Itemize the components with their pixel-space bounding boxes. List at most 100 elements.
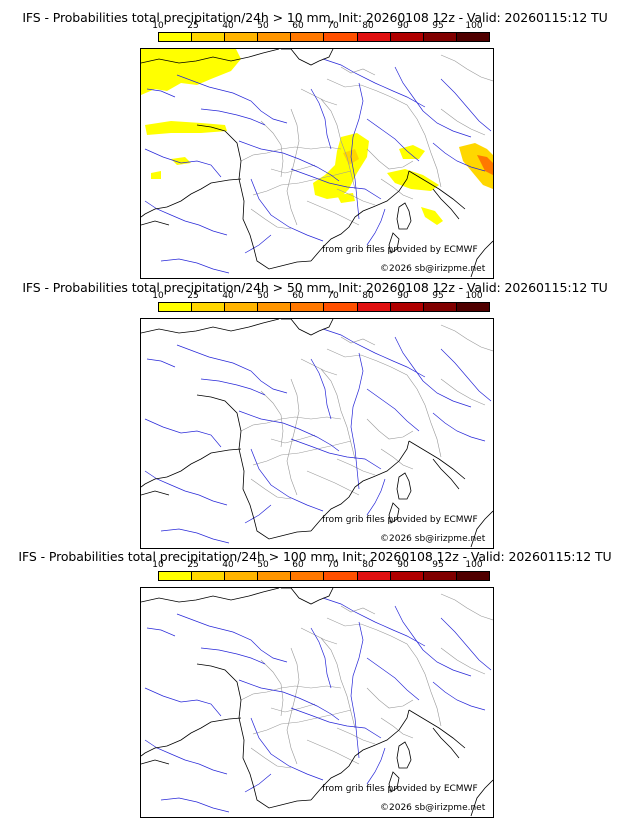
scale-color-swatch xyxy=(390,33,424,41)
panel-title: IFS - Probabilities total precipitation/… xyxy=(22,280,608,295)
river-line xyxy=(176,74,288,124)
admin-border xyxy=(326,617,392,637)
admin-border xyxy=(240,685,342,701)
admin-border xyxy=(260,390,284,448)
scale-tick-label: 70 xyxy=(327,560,339,570)
river-line xyxy=(440,348,492,402)
scale-color-swatch xyxy=(357,303,391,311)
river-line xyxy=(250,448,324,512)
probability-color-scale: 10 25 40 50 60 70 80 90 95 100 xyxy=(152,560,490,585)
admin-border xyxy=(380,717,414,739)
admin-border xyxy=(260,120,284,178)
admin-border xyxy=(270,703,316,713)
coastline xyxy=(290,588,334,605)
scale-tick-label: 70 xyxy=(327,21,339,31)
scale-tick-label: 90 xyxy=(397,560,409,570)
river-line xyxy=(394,66,472,138)
coastline xyxy=(408,709,466,749)
scale-bar xyxy=(158,32,490,42)
scale-tick-label: 50 xyxy=(257,291,269,301)
scale-tick-label: 50 xyxy=(257,560,269,570)
admin-border xyxy=(270,164,316,174)
copyright-text: ©2026 sb@irizpme.net xyxy=(380,803,486,813)
admin-border xyxy=(286,647,300,765)
coastline xyxy=(290,319,334,336)
scale-tick-label: 80 xyxy=(362,560,374,570)
admin-border xyxy=(286,108,300,226)
admin-border xyxy=(250,747,292,769)
map-svg xyxy=(141,319,493,548)
coastline xyxy=(470,240,493,278)
coastline xyxy=(432,727,460,759)
river-line xyxy=(440,617,492,671)
scale-tick-label: 80 xyxy=(362,21,374,31)
coastline xyxy=(408,440,466,480)
scale-color-swatch xyxy=(225,33,259,41)
river-line xyxy=(144,148,222,178)
river-line xyxy=(144,418,222,448)
river-line xyxy=(432,412,486,442)
panel-title: IFS - Probabilities total precipitation/… xyxy=(22,10,608,25)
admin-border xyxy=(440,108,486,136)
river-line xyxy=(238,410,340,452)
scale-color-swatch xyxy=(357,33,391,41)
scale-ticks: 10 25 40 50 60 70 80 90 95 100 xyxy=(152,560,490,571)
river-line xyxy=(310,88,332,150)
probability-color-scale: 10 25 40 50 60 70 80 90 95 100 xyxy=(152,21,490,46)
scale-tick-label: 95 xyxy=(432,21,444,31)
coastline xyxy=(432,458,460,490)
coastline xyxy=(141,588,280,603)
river-line xyxy=(144,470,228,506)
admin-border xyxy=(260,659,284,717)
river-line xyxy=(176,613,288,663)
river-line xyxy=(200,647,266,665)
admin-border xyxy=(440,324,493,352)
coastline xyxy=(141,448,242,488)
map-panel-10mm: IFS - Probabilities total precipitation/… xyxy=(0,10,630,280)
panel-title: IFS - Probabilities total precipitation/… xyxy=(18,549,612,564)
precip-area xyxy=(141,49,241,95)
scale-tick-label: 60 xyxy=(292,291,304,301)
scale-color-swatch xyxy=(159,33,193,41)
river-line xyxy=(176,344,288,394)
coastline xyxy=(196,663,312,809)
scale-tick-label: 10 xyxy=(152,21,164,31)
scale-tick-label: 90 xyxy=(397,291,409,301)
river-line xyxy=(250,717,324,781)
scale-tick-label: 25 xyxy=(187,291,199,301)
coastline xyxy=(432,188,460,220)
river-line xyxy=(366,208,386,246)
river-line xyxy=(350,621,364,759)
scale-tick-label: 100 xyxy=(465,291,483,301)
scale-color-swatch xyxy=(159,303,193,311)
admin-border xyxy=(390,366,442,458)
scale-color-swatch xyxy=(390,303,424,311)
scale-ticks: 10 25 40 50 60 70 80 90 95 100 xyxy=(152,291,490,302)
river-line xyxy=(146,358,176,368)
scale-tick-label: 40 xyxy=(222,21,234,31)
scale-tick-label: 25 xyxy=(187,21,199,31)
map-svg xyxy=(141,588,493,817)
admin-border xyxy=(250,478,292,500)
scale-color-swatch xyxy=(225,303,259,311)
river-line xyxy=(144,200,228,236)
coastline xyxy=(141,490,170,496)
river-line xyxy=(144,739,228,775)
coastline xyxy=(388,232,400,254)
river-line xyxy=(200,378,266,396)
coastline xyxy=(141,319,280,334)
scale-tick-label: 40 xyxy=(222,291,234,301)
precip-area xyxy=(387,169,439,191)
river-line xyxy=(238,679,340,721)
scale-color-swatch xyxy=(258,572,292,580)
precipitation-map: from grib files provided by ECMWF ©2026 … xyxy=(140,48,494,279)
precip-area xyxy=(421,207,443,225)
scale-ticks: 10 25 40 50 60 70 80 90 95 100 xyxy=(152,21,490,32)
river-line xyxy=(200,108,266,126)
admin-border xyxy=(440,593,493,621)
scale-color-swatch xyxy=(291,33,325,41)
copyright-text: ©2026 sb@irizpme.net xyxy=(380,264,486,274)
admin-border xyxy=(240,416,342,432)
precip-area xyxy=(151,171,161,179)
credit-text: from grib files provided by ECMWF xyxy=(322,515,478,525)
